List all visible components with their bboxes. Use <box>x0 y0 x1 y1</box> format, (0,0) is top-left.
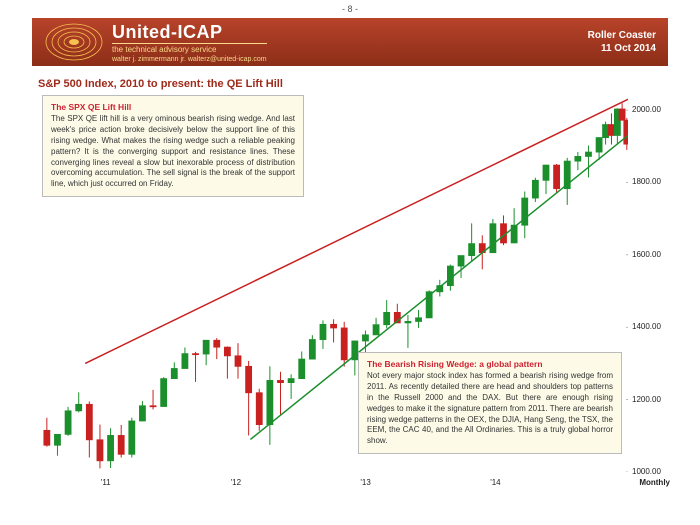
swirl-logo-icon <box>44 22 104 62</box>
chart-title: S&P 500 Index, 2010 to present: the QE L… <box>38 78 283 90</box>
x-tick-label: '14 <box>490 478 500 487</box>
y-tick-label: 2000.00 <box>632 105 661 114</box>
x-tick-label: '12 <box>231 478 241 487</box>
textbox-title: The Bearish Rising Wedge: a global patte… <box>367 359 613 370</box>
doc-date: 11 Oct 2014 <box>588 42 656 55</box>
y-tick-label: 1200.00 <box>632 395 661 404</box>
textbox-body: Not every major stock index has formed a… <box>367 371 613 447</box>
y-tick-label: 1800.00 <box>632 177 661 186</box>
textbox-global-pattern: The Bearish Rising Wedge: a global patte… <box>358 352 622 454</box>
brand-block: United-ICAP the technical advisory servi… <box>112 22 267 63</box>
header-bar: United-ICAP the technical advisory servi… <box>32 18 668 66</box>
doc-title: Roller Coaster <box>588 29 656 42</box>
y-tick-label: 1600.00 <box>632 250 661 259</box>
x-tick-label: '11 <box>101 478 111 487</box>
x-axis: '11 '12 '13 '14 <box>38 478 628 492</box>
header-right: Roller Coaster 11 Oct 2014 <box>588 29 656 55</box>
y-tick-label: 1400.00 <box>632 322 661 331</box>
textbox-title: The SPX QE Lift Hill <box>51 102 295 113</box>
y-tick-label: 1000.00 <box>632 467 661 476</box>
y-axis: 1000.001200.001400.001600.001800.002000.… <box>632 92 682 472</box>
brand-subtitle: the technical advisory service <box>112 43 267 54</box>
brand-name: United-ICAP <box>112 22 267 43</box>
textbox-lift-hill: The SPX QE Lift Hill The SPX QE lift hil… <box>42 95 304 197</box>
textbox-body: The SPX QE lift hill is a very ominous b… <box>51 114 295 190</box>
brand-contact: walter j. zimmermann jr. walterz@united-… <box>112 56 267 63</box>
x-tick-label: '13 <box>360 478 370 487</box>
x-axis-label: Monthly <box>639 478 670 487</box>
page-number: - 8 - <box>0 4 700 14</box>
